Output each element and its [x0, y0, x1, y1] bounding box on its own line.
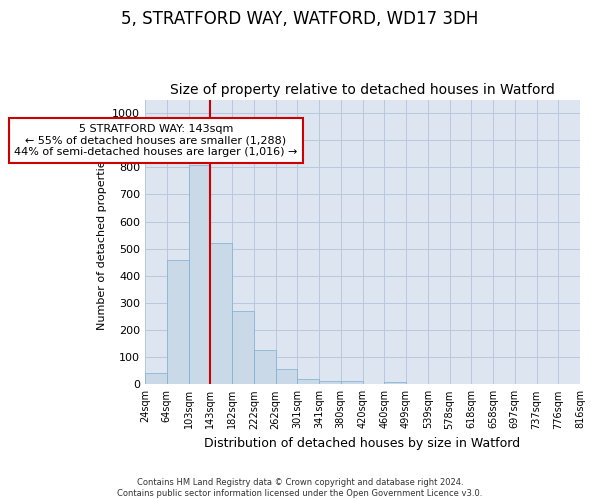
- Bar: [232, 311, 254, 384]
- Bar: [211, 244, 232, 384]
- X-axis label: Distribution of detached houses by size in Watford: Distribution of detached houses by size …: [205, 437, 521, 450]
- Bar: [384, 382, 406, 384]
- Bar: [297, 379, 319, 384]
- Text: 5, STRATFORD WAY, WATFORD, WD17 3DH: 5, STRATFORD WAY, WATFORD, WD17 3DH: [121, 10, 479, 28]
- Bar: [167, 260, 188, 384]
- Bar: [319, 381, 341, 384]
- Bar: [188, 164, 211, 384]
- Y-axis label: Number of detached properties: Number of detached properties: [97, 154, 107, 330]
- Bar: [145, 374, 167, 384]
- Text: Contains HM Land Registry data © Crown copyright and database right 2024.
Contai: Contains HM Land Registry data © Crown c…: [118, 478, 482, 498]
- Bar: [341, 381, 362, 384]
- Bar: [275, 370, 297, 384]
- Text: 5 STRATFORD WAY: 143sqm
← 55% of detached houses are smaller (1,288)
44% of semi: 5 STRATFORD WAY: 143sqm ← 55% of detache…: [14, 124, 298, 157]
- Title: Size of property relative to detached houses in Watford: Size of property relative to detached ho…: [170, 83, 555, 97]
- Bar: [254, 350, 275, 384]
